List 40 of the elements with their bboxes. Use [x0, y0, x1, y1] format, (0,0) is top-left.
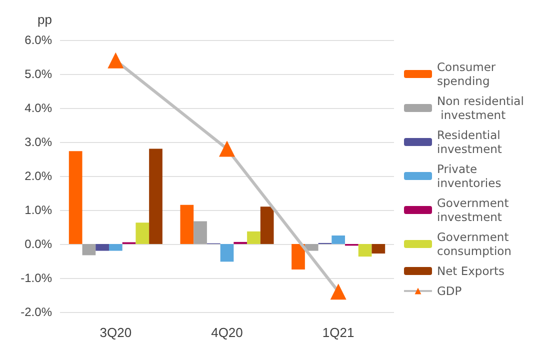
bar — [292, 244, 305, 270]
legend-label: Non residential investment — [437, 94, 524, 122]
y-tick-label: 6.0% — [24, 33, 52, 47]
legend-label: Residential investment — [437, 128, 504, 156]
point — [108, 52, 124, 68]
legend-label: Consumer spending — [437, 60, 500, 88]
bar — [149, 148, 162, 244]
bar — [247, 231, 260, 244]
legend-label: Government investment — [437, 196, 512, 224]
x-tick-label: 1Q21 — [322, 325, 354, 340]
y-tick-label: 4.0% — [24, 101, 52, 115]
bar — [180, 204, 194, 244]
bar — [82, 244, 96, 256]
x-tick-label: 3Q20 — [100, 325, 132, 340]
y-tick-label: 1.0% — [24, 203, 52, 217]
y-tick-label: 0.0% — [24, 237, 52, 251]
bar — [260, 206, 274, 244]
bar — [96, 244, 109, 251]
bar — [194, 221, 207, 244]
bar — [358, 244, 372, 257]
y-tick-label: -1.0% — [20, 271, 52, 285]
bar — [220, 244, 234, 262]
point — [219, 140, 235, 157]
y-tick-label: 5.0% — [24, 67, 52, 81]
y-tick-label: 2.0% — [24, 169, 52, 183]
bar — [68, 151, 82, 244]
y-tick-label: 3.0% — [24, 135, 52, 149]
x-tick-label: 4Q20 — [211, 325, 243, 340]
bar — [304, 244, 318, 251]
legend-label: GDP — [437, 284, 462, 298]
bar — [372, 244, 386, 254]
bar — [136, 222, 150, 244]
point — [330, 284, 346, 300]
bar — [108, 244, 122, 251]
legend-label: Private inventories — [437, 162, 502, 190]
legend-label: Government consumption — [437, 230, 512, 258]
y-tick-label: -2.0% — [20, 305, 52, 319]
y-axis-title: pp — [38, 12, 52, 27]
bar — [332, 236, 346, 244]
legend-label: Net Exports — [437, 264, 504, 278]
